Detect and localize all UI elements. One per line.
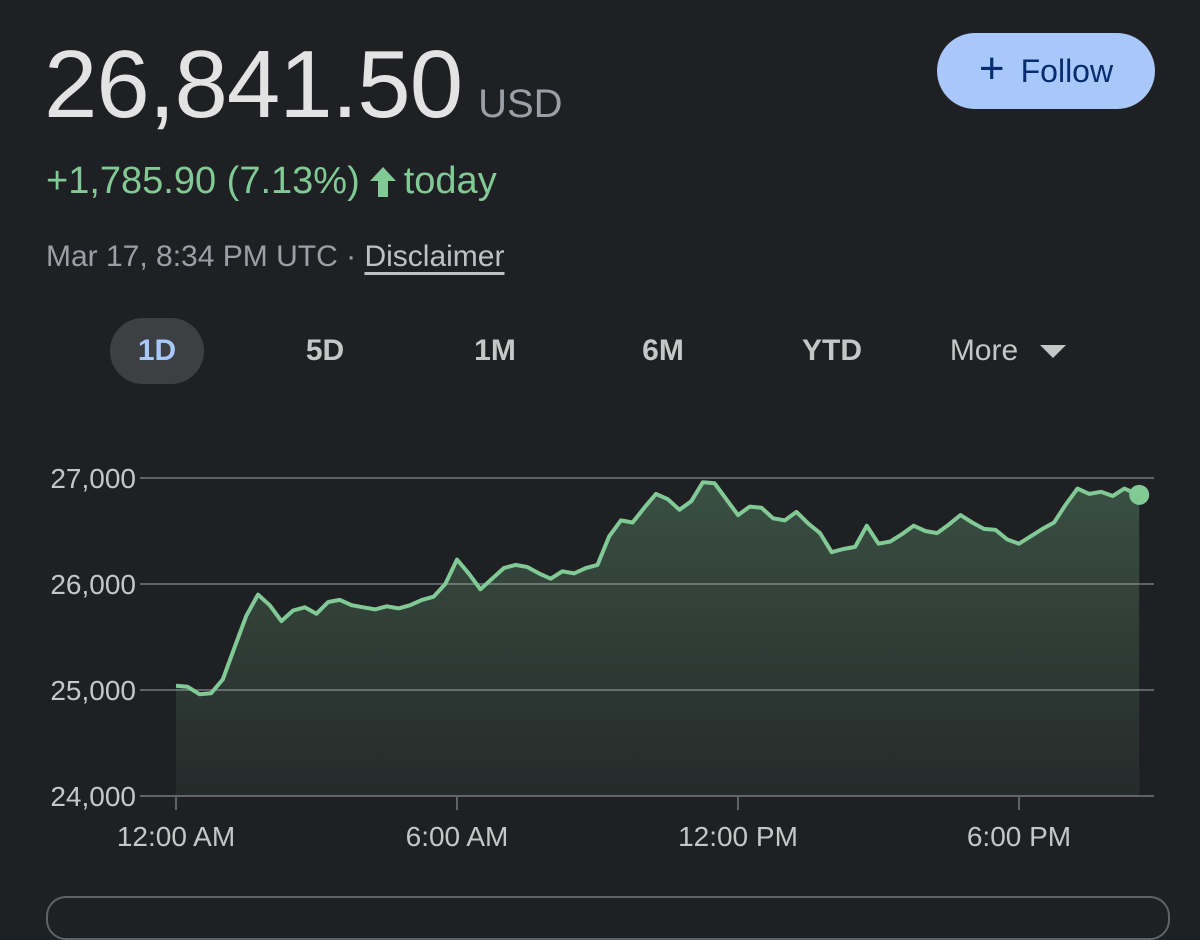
bottom-card: [46, 896, 1170, 940]
tab-6m[interactable]: 6M: [616, 318, 710, 384]
plus-icon: +: [978, 44, 1005, 93]
currency-label: USD: [478, 82, 563, 126]
x-tick-label: 6:00 AM: [406, 821, 509, 852]
change-period: today: [403, 160, 497, 202]
caret-down-icon: [1040, 344, 1067, 358]
y-tick-label: 25,000: [50, 675, 136, 706]
price-row: 26,841.50 USD: [44, 30, 563, 140]
tab-label: 6M: [642, 334, 684, 367]
y-tick-label: 24,000: [50, 781, 136, 812]
price-change: +1,785.90 (7.13%) today: [46, 160, 497, 203]
price-chart[interactable]: 27,000 26,000 25,000 24,000 12:00 AM 6:00 AM…: [0, 440, 1200, 880]
change-value: +1,785.90 (7.13%): [46, 160, 360, 202]
current-price: 26,841.50: [44, 31, 463, 138]
tab-5d[interactable]: 5D: [280, 318, 370, 384]
tab-label: 1D: [137, 334, 177, 367]
tab-1d[interactable]: 1D: [110, 318, 204, 384]
tab-more[interactable]: More: [930, 318, 1086, 384]
y-tick-label: 27,000: [50, 463, 136, 494]
x-tick-label: 6:00 PM: [967, 821, 1071, 852]
price-line: [175, 480, 1140, 697]
follow-button[interactable]: + Follow: [937, 33, 1155, 109]
last-price-marker: [1129, 484, 1150, 505]
tab-label: 1M: [474, 334, 516, 367]
follow-button-label: Follow: [1020, 52, 1114, 89]
quote-meta: Mar 17, 8:34 PM UTC · Disclaimer: [46, 240, 504, 274]
y-tick-label: 26,000: [50, 569, 136, 600]
quote-timestamp: Mar 17, 8:34 PM UTC: [46, 240, 338, 273]
tab-1m[interactable]: 1M: [448, 318, 542, 384]
x-tick-label: 12:00 AM: [117, 821, 235, 852]
x-tick-label: 12:00 PM: [678, 821, 798, 852]
meta-separator: ·: [346, 240, 357, 273]
disclaimer-link[interactable]: Disclaimer: [364, 240, 505, 273]
range-tabs: 1D 5D 1M 6M YTD More: [0, 318, 1200, 384]
tab-label: 5D: [305, 334, 345, 367]
tab-ytd[interactable]: YTD: [780, 318, 884, 384]
tab-label: More: [949, 334, 1019, 367]
tab-label: YTD: [802, 334, 862, 367]
price-area: [176, 482, 1140, 796]
arrow-up-icon: [369, 166, 396, 197]
